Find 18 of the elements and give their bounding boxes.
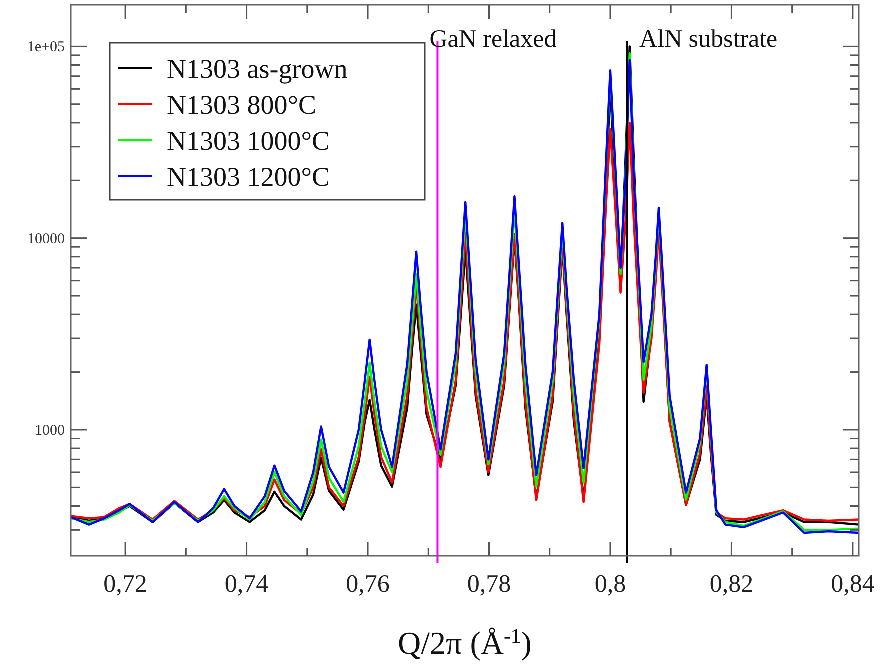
x-tick-label: 0,82 [710, 571, 754, 598]
x-tick-label: 0,8 [594, 571, 626, 598]
line-series [71, 122, 859, 522]
x-tick-label: 0,74 [224, 571, 270, 598]
legend-label: N1303 800°C [167, 90, 317, 120]
x-tick-label: 0,84 [831, 571, 876, 598]
x-tick-label: 0,76 [346, 571, 390, 598]
legend-label: N1303 1000°C [167, 126, 330, 156]
y-tick-label: 10000 [28, 231, 65, 248]
x-tick-label: 0,78 [467, 571, 512, 598]
ref-line-label: GaN relaxed [430, 26, 558, 53]
y-tick-label: 1000 [35, 422, 65, 439]
ref-line-label: AlN substrate [639, 26, 778, 53]
legend-label: N1303 1200°C [167, 162, 330, 192]
x-axis-title: Q/2π (Å$^{-1}$) [398, 624, 532, 661]
legend-label: N1303 as-grown [167, 54, 348, 84]
x-tick-label: 0,72 [104, 571, 148, 598]
y-tick-label: 1e+05 [27, 40, 65, 56]
